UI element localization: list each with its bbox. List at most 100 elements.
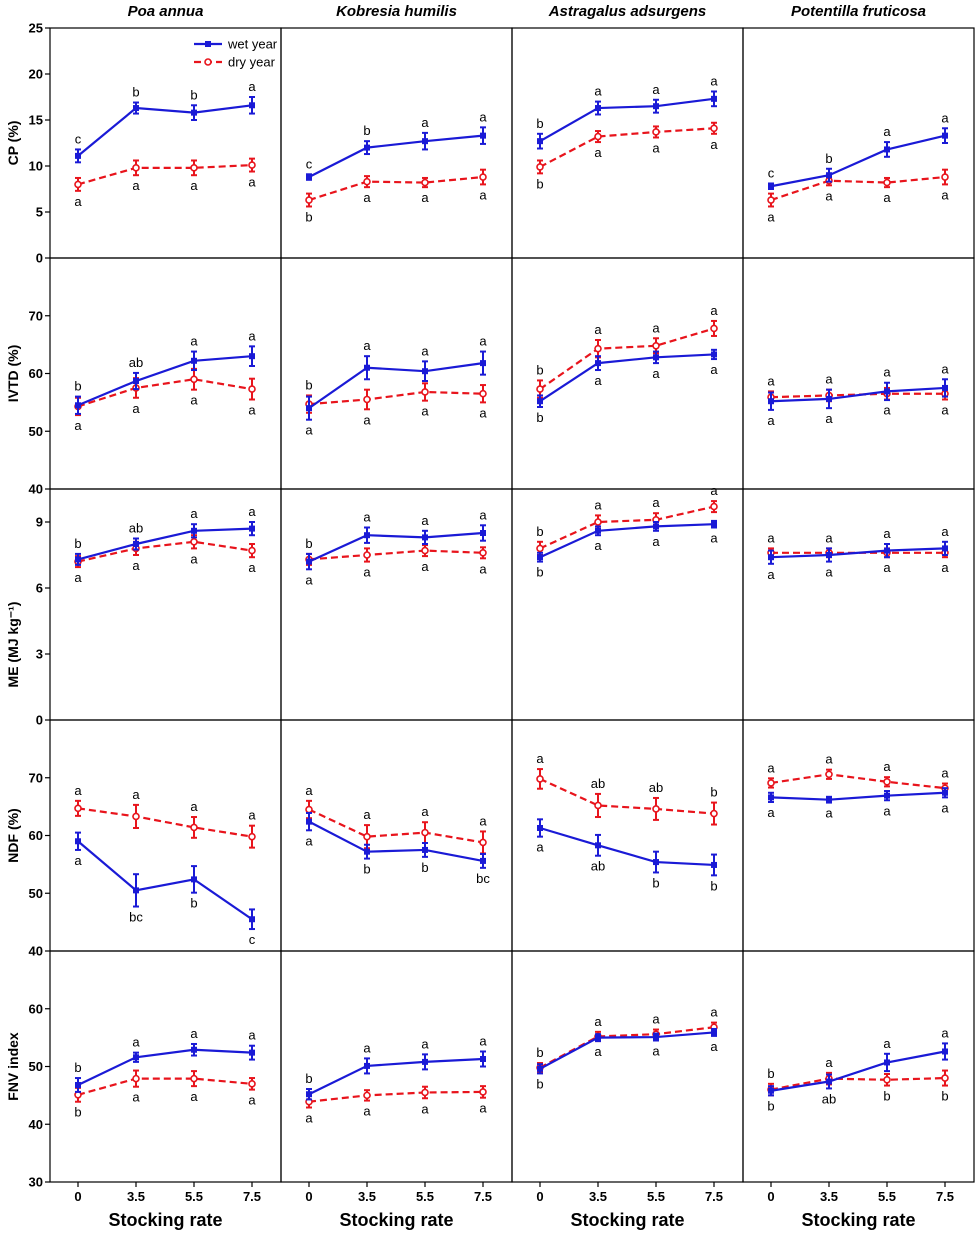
wet-significance-letter: b	[363, 862, 370, 877]
dry-significance-letter: a	[767, 209, 775, 224]
y-tick-label: 25	[29, 21, 43, 36]
y-tick-label: 10	[29, 159, 43, 174]
dry-data-point	[652, 805, 660, 813]
dry-significance-letter: a	[248, 560, 256, 575]
dry-data-point	[190, 823, 198, 832]
dry-significance-letter: a	[74, 418, 82, 433]
dry-significance-letter: a	[941, 402, 949, 417]
wet-significance-letter: b	[825, 151, 832, 166]
wet-series-line-r4-c1	[308, 1057, 484, 1096]
wet-data-point	[191, 109, 197, 116]
dry-data-point	[74, 180, 82, 189]
wet-series-line-r2-c2	[539, 523, 715, 559]
dry-data-point	[652, 128, 660, 136]
panel-frame-r4-c0	[49, 950, 282, 1183]
y-tick-label: 15	[29, 113, 43, 128]
wet-significance-letter: a	[767, 413, 775, 428]
wet-significance-letter: b	[536, 410, 543, 425]
wet-significance-letter: a	[190, 334, 198, 349]
dry-significance-letter: b	[305, 377, 312, 392]
x-axis-title-1: Stocking rate	[339, 1210, 453, 1230]
wet-data-point	[191, 1046, 197, 1053]
x-tick-label: 0	[536, 1189, 543, 1204]
dry-significance-letter: a	[305, 1111, 313, 1126]
wet-significance-letter: b	[363, 123, 370, 138]
panel-frame-r2-c0	[49, 488, 282, 721]
wet-data-point	[595, 1034, 601, 1041]
y-tick-label: 20	[29, 67, 43, 82]
wet-significance-letter: a	[74, 853, 82, 868]
x-tick-label: 0	[74, 1189, 81, 1204]
y-tick-label: 6	[36, 581, 43, 596]
wet-data-point	[711, 351, 717, 358]
wet-significance-letter: a	[536, 840, 544, 855]
wet-data-point	[480, 857, 486, 864]
dry-significance-letter: b	[536, 362, 543, 377]
dry-significance-letter: ab	[649, 780, 663, 795]
dry-series-line-r4-c1	[308, 1090, 484, 1103]
dry-significance-letter: a	[710, 303, 718, 318]
species-title-0: Poa annua	[128, 3, 204, 20]
dry-series-line-r1-c2	[539, 327, 715, 390]
x-tick-label: 5.5	[185, 1189, 203, 1204]
dry-data-point	[536, 544, 544, 553]
wet-data-point	[826, 552, 832, 558]
dry-data-point	[421, 388, 429, 396]
wet-significance-letter: b	[305, 1071, 312, 1086]
y-tick-label: 60	[29, 1001, 43, 1016]
wet-significance-letter: b	[421, 860, 428, 875]
dry-significance-letter: b	[305, 209, 312, 224]
wet-data-point	[595, 360, 601, 367]
panel-frame-r0-c2	[511, 27, 744, 259]
wet-significance-letter: a	[363, 510, 371, 525]
wet-significance-letter: a	[305, 572, 313, 587]
dry-series-line-r0-c3	[770, 175, 946, 202]
wet-data-point	[942, 384, 948, 391]
wet-data-point	[364, 144, 370, 151]
wet-data-point	[480, 530, 486, 536]
dry-significance-letter: a	[74, 783, 82, 798]
wet-data-point	[249, 916, 255, 923]
dry-significance-letter: a	[190, 178, 198, 193]
wet-series-line-r4-c0	[77, 1048, 253, 1086]
dry-data-point	[883, 178, 891, 187]
wet-significance-letter: a	[305, 833, 313, 848]
dry-significance-letter: b	[883, 1089, 890, 1104]
wet-data-point	[480, 360, 486, 367]
wet-significance-letter: a	[652, 82, 660, 97]
dry-data-point	[479, 838, 487, 847]
wet-series-line-r3-c3	[770, 791, 946, 801]
dry-significance-letter: a	[767, 760, 775, 775]
dry-significance-letter: a	[421, 190, 429, 205]
wet-data-point	[942, 789, 948, 796]
wet-data-point	[768, 554, 774, 561]
dry-series-line-r2-c2	[539, 505, 715, 550]
wet-significance-letter: a	[190, 1026, 198, 1041]
wet-data-point	[364, 1062, 370, 1069]
dry-significance-letter: a	[363, 412, 371, 427]
dry-significance-letter: a	[132, 401, 140, 416]
wet-data-point	[422, 368, 428, 375]
wet-significance-letter: b	[74, 1060, 81, 1075]
dry-data-point	[190, 1074, 198, 1083]
wet-data-point	[422, 1058, 428, 1065]
wet-data-point	[537, 1065, 543, 1072]
wet-significance-letter: a	[883, 1036, 891, 1051]
wet-data-point	[595, 527, 601, 534]
wet-data-point	[133, 1054, 139, 1061]
wet-significance-letter: a	[883, 803, 891, 818]
wet-data-point	[133, 105, 139, 112]
wet-significance-letter: a	[825, 411, 833, 426]
dry-significance-letter: a	[479, 1101, 487, 1116]
panel-frame-r0-c3	[742, 27, 975, 259]
wet-data-point	[191, 876, 197, 883]
dry-significance-letter: b	[536, 1045, 543, 1060]
wet-series-line-r4-c2	[539, 1031, 715, 1070]
wet-data-point	[133, 378, 139, 385]
dry-series-line-r2-c1	[308, 549, 484, 561]
dry-significance-letter: a	[825, 752, 833, 767]
wet-series-line-r0-c0	[77, 104, 253, 157]
wet-significance-letter: a	[248, 328, 256, 343]
legend-marker-1	[204, 58, 212, 66]
wet-significance-letter: c	[249, 932, 256, 947]
